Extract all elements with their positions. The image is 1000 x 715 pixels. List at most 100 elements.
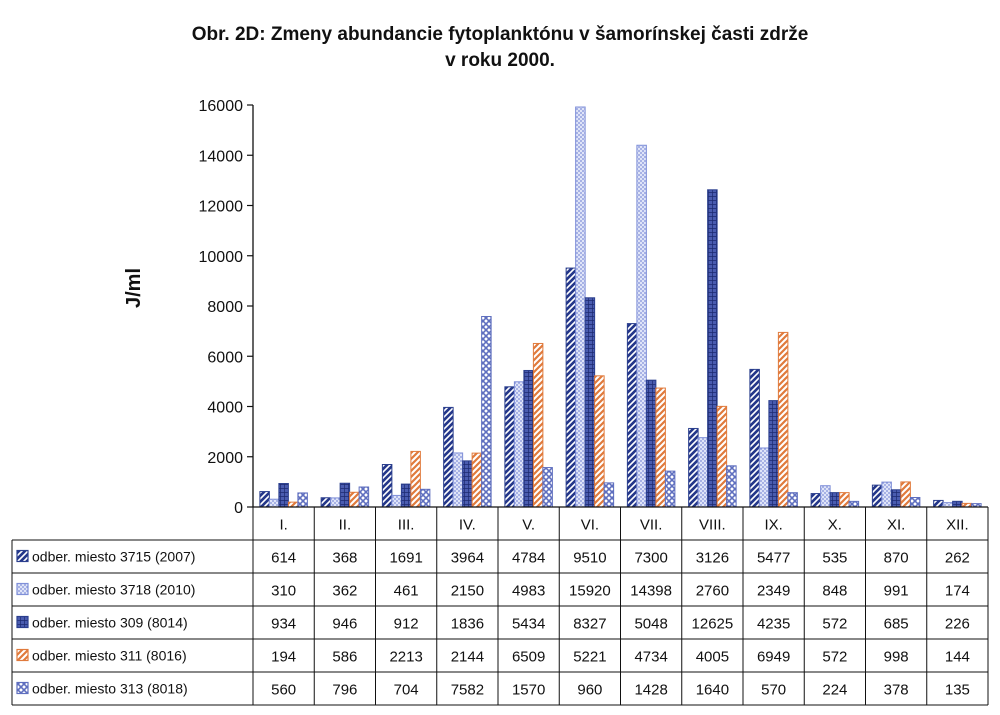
bar (471, 452, 483, 508)
data-label: 848 (822, 583, 847, 600)
data-label: 4983 (512, 583, 545, 600)
data-label: 586 (332, 649, 357, 666)
legend-swatch (16, 582, 29, 596)
bar (410, 450, 421, 508)
data-label: 572 (822, 649, 847, 666)
data-label: 560 (271, 682, 296, 699)
bar (716, 405, 728, 508)
bar (749, 368, 760, 508)
bar (787, 492, 798, 508)
data-label: 2144 (451, 649, 484, 666)
bar (848, 500, 860, 508)
bar (513, 381, 525, 508)
data-table: I. II. III. IV. V. VI. VII. VIII. IX. X. XI. XII. od… (11, 506, 989, 706)
bar (942, 502, 954, 508)
legend-entry: odber. miesto 313 (8018) (32, 681, 188, 697)
bar (452, 452, 464, 508)
bar (890, 489, 902, 508)
data-label: 3964 (451, 550, 484, 567)
chart-subtitle-line: v roku 2000. (445, 50, 555, 71)
data-label: 378 (884, 682, 909, 699)
bar (278, 483, 289, 508)
data-label: 1428 (634, 682, 667, 699)
bar (542, 467, 553, 508)
data-label: 226 (945, 616, 970, 633)
data-label: 362 (332, 583, 357, 600)
data-label: 15920 (569, 583, 611, 600)
y-tick-label: 16000 (199, 98, 244, 115)
bar (871, 484, 883, 508)
data-label: 224 (822, 682, 847, 699)
x-tick-label: IV. (459, 517, 476, 534)
x-tick-label: VII. (640, 517, 663, 534)
data-label: 796 (332, 682, 357, 699)
data-label: 144 (945, 649, 970, 666)
bar (381, 464, 393, 508)
bar (358, 486, 370, 508)
x-tick-label: V. (522, 517, 535, 534)
bar (758, 447, 770, 508)
data-label: 1640 (696, 682, 729, 699)
data-label: 998 (884, 649, 909, 666)
bar (900, 481, 911, 508)
y-tick-label: 0 (234, 500, 243, 517)
bar (339, 482, 351, 508)
y-tick-label: 12000 (199, 199, 244, 216)
data-label: 6509 (512, 649, 545, 666)
data-label: 4734 (634, 649, 667, 666)
data-label: 5434 (512, 616, 545, 633)
x-tick-label: XI. (887, 517, 905, 534)
data-label: 535 (822, 550, 847, 567)
bar (594, 375, 605, 508)
bar (839, 492, 850, 508)
bar (400, 483, 412, 508)
data-label: 870 (884, 550, 909, 567)
data-label: 960 (577, 682, 602, 699)
bar (297, 492, 308, 508)
bar (259, 491, 270, 508)
x-tick-label: X. (828, 517, 842, 534)
y-tick-label: 2000 (207, 450, 243, 467)
data-label: 614 (271, 550, 296, 567)
data-label: 4005 (696, 649, 729, 666)
data-label: 1570 (512, 682, 545, 699)
bar (664, 470, 676, 508)
bar (688, 427, 699, 508)
y-axis: 0 2000 4000 6000 8000 10000 12000 14000 16000 (199, 98, 254, 517)
x-tick-label: IX. (764, 517, 782, 534)
bar (820, 485, 831, 508)
bar (933, 499, 944, 508)
x-tick-label: VIII. (699, 517, 726, 534)
bar (636, 144, 647, 508)
legend-swatch (16, 549, 29, 563)
data-label: 934 (271, 616, 296, 633)
bar (320, 497, 332, 508)
data-label: 570 (761, 682, 786, 699)
bar (952, 500, 963, 508)
data-label: 704 (394, 682, 419, 699)
data-label: 2213 (389, 649, 422, 666)
data-label: 991 (884, 583, 909, 600)
data-label: 3126 (696, 550, 729, 567)
data-label: 174 (945, 583, 970, 600)
legend-swatch (16, 648, 29, 662)
data-label: 1691 (389, 550, 422, 567)
bar (645, 379, 657, 508)
bar (349, 491, 360, 508)
x-tick-label: III. (398, 517, 415, 534)
legend-swatch (16, 615, 29, 629)
bar (697, 437, 709, 508)
y-tick-label: 8000 (207, 299, 243, 316)
data-label: 572 (822, 616, 847, 633)
legend-entry: odber. miesto 3718 (2010) (32, 582, 195, 598)
bar (391, 494, 402, 508)
y-tick-label: 4000 (207, 400, 243, 417)
data-label: 4784 (512, 550, 545, 567)
bar (565, 267, 577, 508)
data-label: 912 (394, 616, 419, 633)
data-label: 194 (271, 649, 296, 666)
bars-layer (259, 106, 982, 508)
data-label: 9510 (573, 550, 606, 567)
data-label: 4235 (757, 616, 790, 633)
bar (726, 465, 737, 508)
